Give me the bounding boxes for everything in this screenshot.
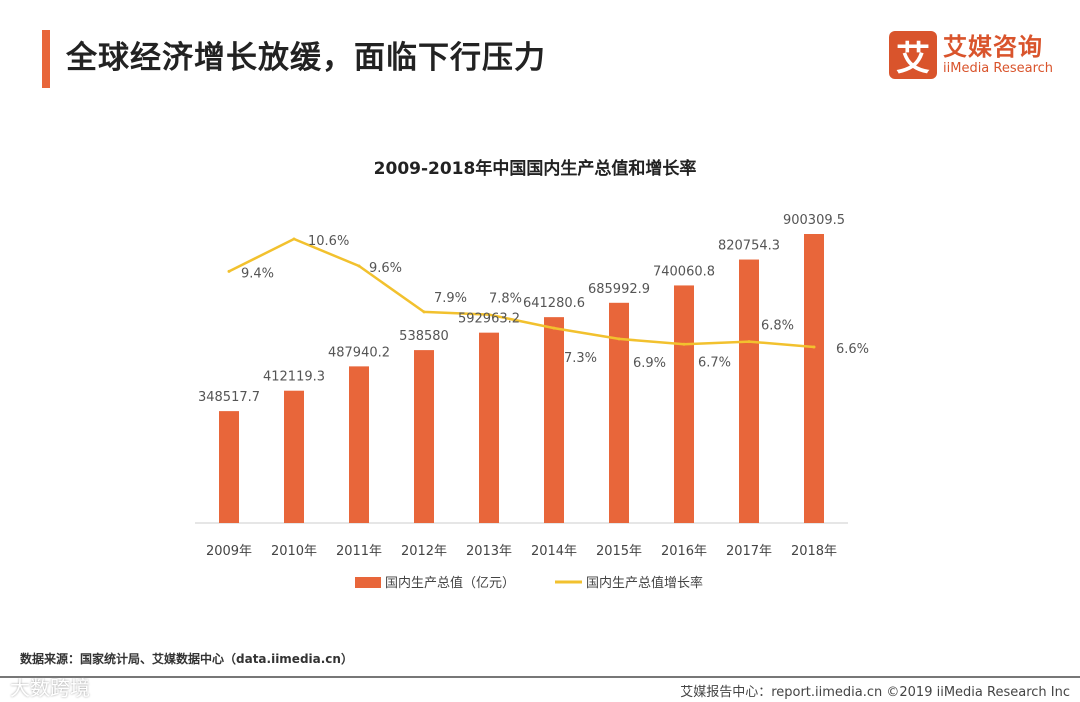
bar-2010年: [284, 390, 304, 523]
footer-divider: [0, 676, 1080, 678]
growth-rate-label: 6.7%: [698, 355, 731, 370]
bar-2016年: [674, 285, 694, 523]
legend-line-label: 国内生产总值增长率: [586, 575, 703, 591]
growth-rate-label: 6.9%: [633, 356, 666, 371]
growth-rate-label: 10.6%: [308, 234, 349, 249]
bar-2009年: [219, 411, 239, 523]
x-tick-label: 2013年: [466, 544, 512, 559]
bar-value-label: 538580: [399, 329, 449, 344]
bar-value-label: 641280.6: [523, 296, 585, 311]
title-accent-bar: [42, 30, 50, 88]
x-tick-label: 2015年: [596, 544, 642, 559]
watermark: 大数跨境: [10, 676, 90, 700]
growth-rate-label: 6.8%: [761, 319, 794, 334]
growth-rate-label: 7.8%: [489, 292, 522, 307]
data-source: 数据来源：国家统计局、艾媒数据中心（data.iimedia.cn）: [20, 652, 353, 666]
bar-2018年: [804, 234, 824, 523]
legend-bar-swatch: [355, 577, 381, 588]
bar-2012年: [414, 350, 434, 523]
bar-value-label: 820754.3: [718, 239, 780, 254]
growth-rate-label: 7.3%: [564, 351, 597, 366]
bar-value-label: 487940.2: [328, 345, 390, 360]
bar-value-label: 900309.5: [783, 213, 845, 228]
bar-value-label: 685992.9: [588, 282, 650, 297]
iimedia-logo: 艾 艾媒咨询 iiMedia Research: [889, 31, 1053, 79]
growth-rate-line: [228, 237, 815, 349]
page-title: 全球经济增长放缓，面临下行压力: [66, 40, 546, 76]
bar-2014年: [544, 317, 564, 523]
x-tick-label: 2016年: [661, 544, 707, 559]
growth-rate-label: 7.9%: [434, 291, 467, 306]
bar-value-label: 740060.8: [653, 264, 715, 279]
x-tick-label: 2014年: [531, 544, 577, 559]
logo-cn: 艾媒咨询: [943, 33, 1043, 61]
growth-rate-label: 9.6%: [369, 261, 402, 276]
bar-2013年: [479, 332, 499, 523]
bar-value-label: 348517.7: [198, 390, 260, 405]
x-tick-label: 2010年: [271, 544, 317, 559]
chart-title: 2009-2018年中国国内生产总值和增长率: [374, 158, 697, 179]
bar-2017年: [739, 259, 759, 523]
x-tick-label: 2018年: [791, 544, 837, 559]
bar-2015年: [609, 302, 629, 523]
logo-mark: 艾: [889, 31, 937, 79]
footer-report: 艾媒报告中心：report.iimedia.cn ©2019 iiMedia R…: [680, 685, 1070, 700]
growth-rate-label: 9.4%: [241, 266, 274, 281]
bar-value-label: 592963.2: [458, 312, 520, 327]
logo-en: iiMedia Research: [943, 61, 1054, 76]
x-tick-label: 2012年: [401, 544, 447, 559]
bar-value-label: 412119.3: [263, 370, 325, 385]
bar-2011年: [349, 366, 369, 523]
x-tick-label: 2009年: [206, 544, 252, 559]
x-tick-label: 2017年: [726, 544, 772, 559]
x-tick-label: 2011年: [336, 544, 382, 559]
growth-rate-label: 6.6%: [836, 342, 869, 357]
legend-bar-label: 国内生产总值（亿元）: [385, 575, 515, 591]
